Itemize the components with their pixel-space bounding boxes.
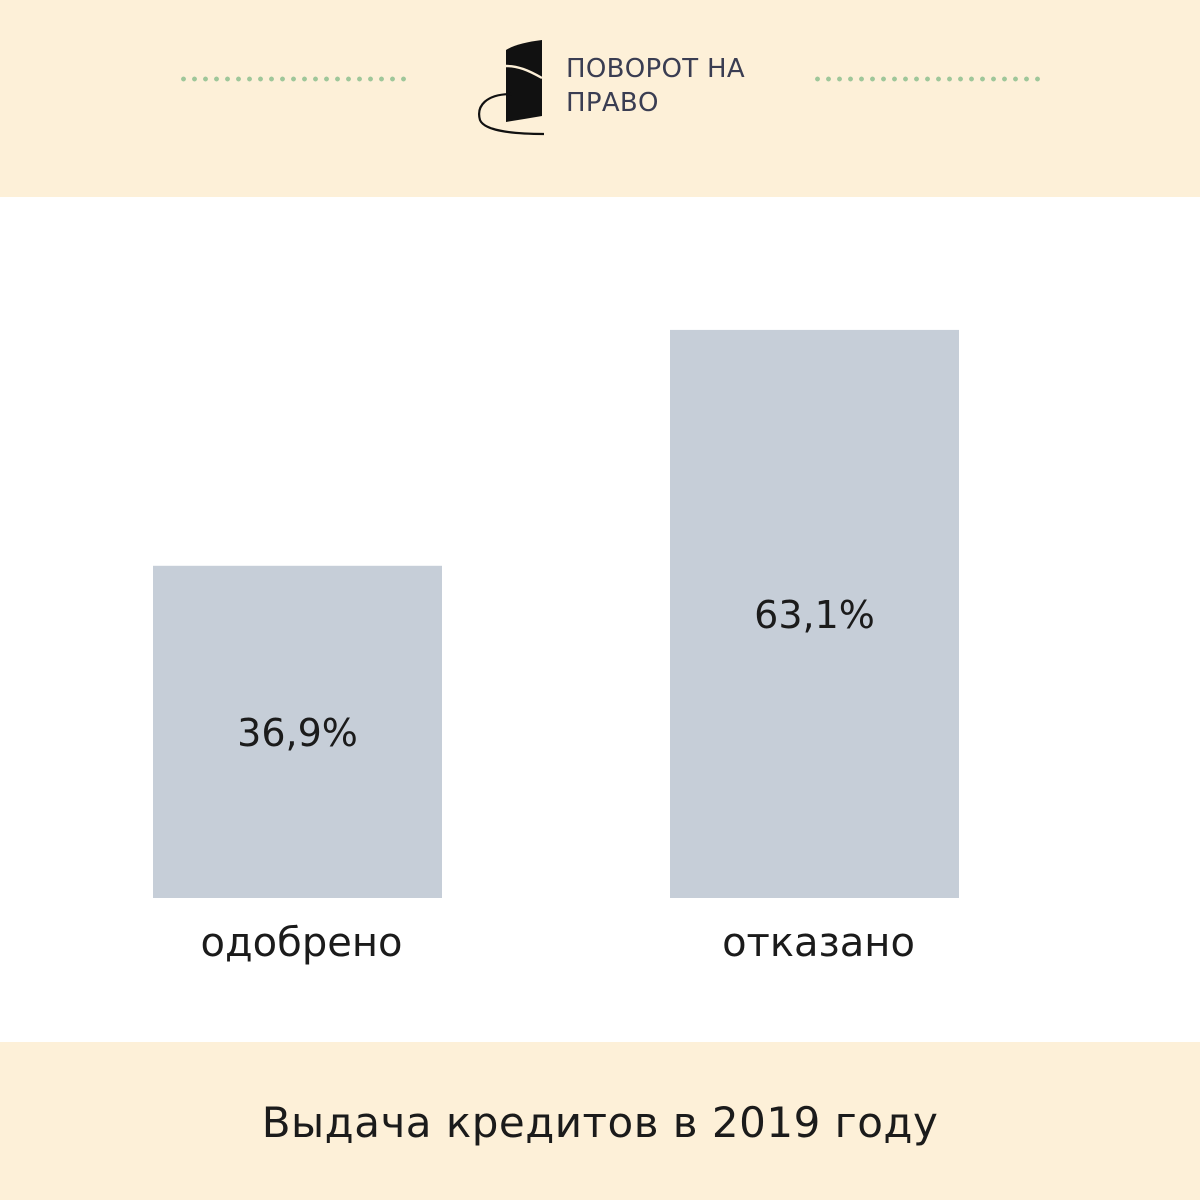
category-label-1: одобрено — [201, 920, 403, 966]
footer-band — [0, 1042, 1200, 1200]
logo-swoosh — [478, 92, 545, 136]
bar-value-label-2: 63,1% — [754, 593, 875, 637]
bar-chart: 36,9% одобрено 63,1% отказано — [153, 329, 959, 966]
category-label-2: отказано — [722, 920, 915, 966]
brand-name-line-1: ПОВОРОТ НА — [566, 54, 745, 84]
logo-book-shape — [506, 40, 542, 122]
dotted-divider-left — [178, 75, 410, 83]
brand-name-line-2: ПРАВО — [566, 88, 659, 118]
chart-title: Выдача кредитов в 2019 году — [261, 1098, 939, 1147]
bar-1 — [153, 565, 442, 898]
logo-spine-curve — [505, 64, 543, 80]
dotted-divider-right — [812, 75, 1044, 83]
header-band — [0, 0, 1200, 197]
bar-2 — [670, 329, 959, 898]
brand-name: ПОВОРОТ НА ПРАВО — [566, 52, 796, 120]
bar-value-label-1: 36,9% — [237, 711, 358, 755]
logo-icon — [478, 40, 545, 136]
